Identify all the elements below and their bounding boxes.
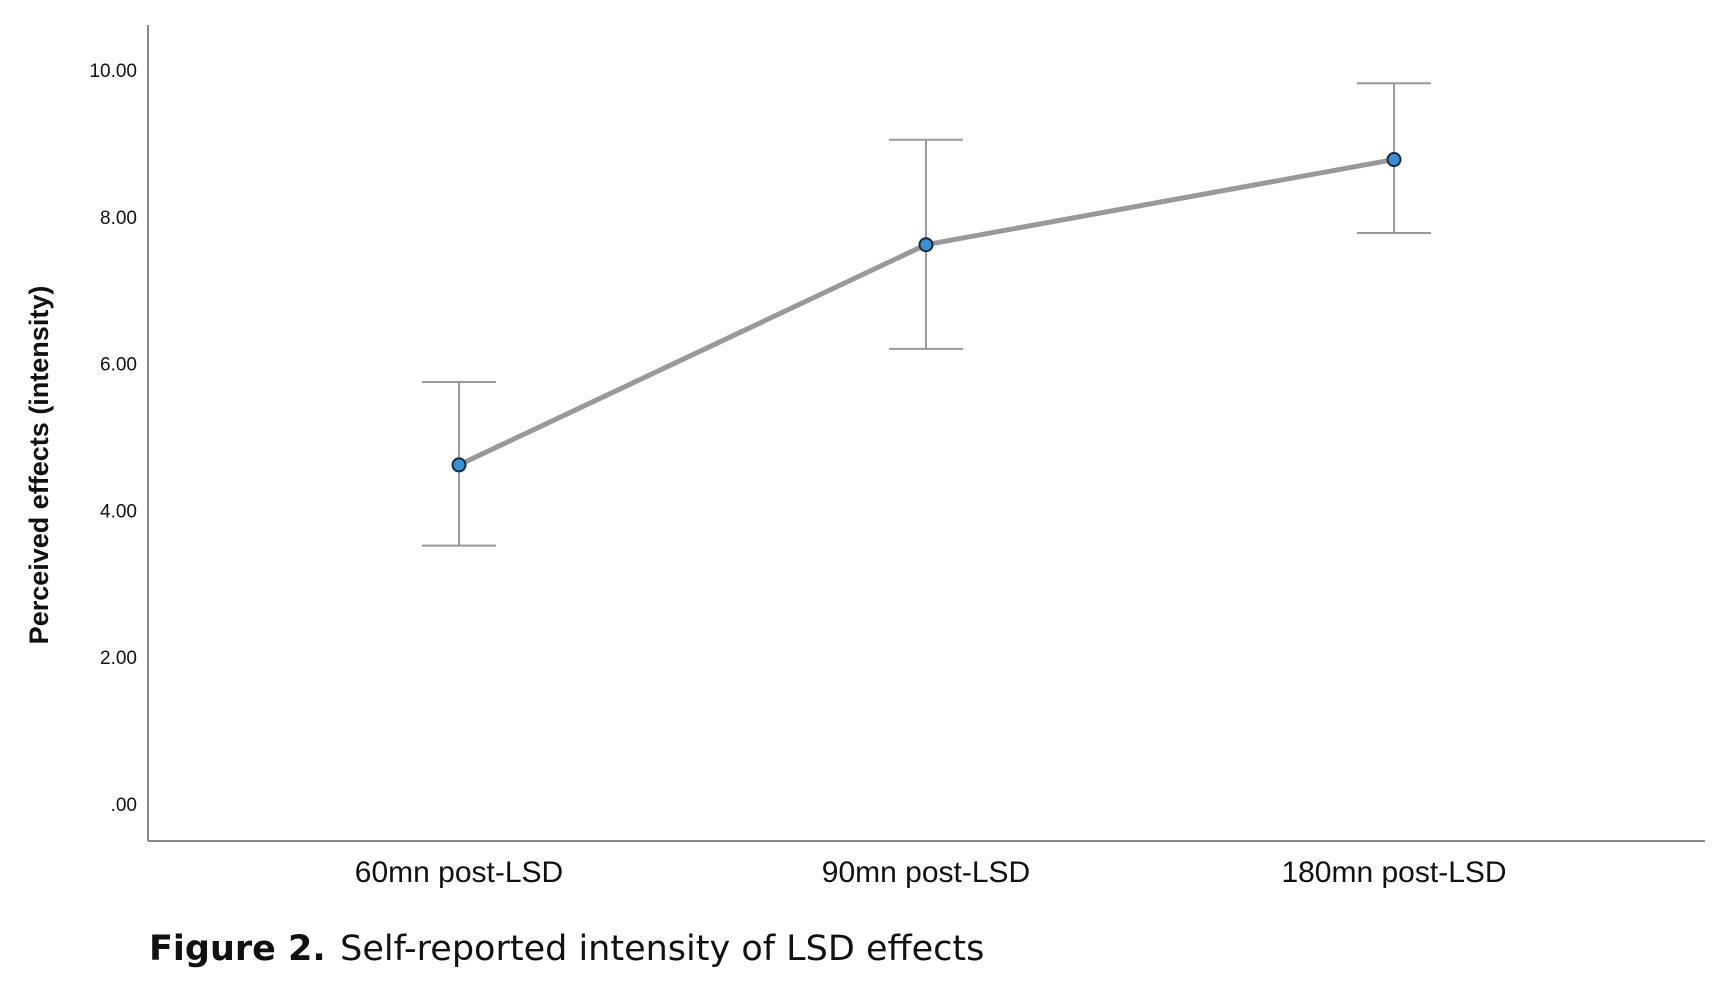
y-tick-label: 4.00 <box>100 501 137 522</box>
caption-text: Self-reported intensity of LSD effects <box>340 929 984 969</box>
chart-axes <box>147 25 1705 842</box>
error-bars <box>422 82 1431 547</box>
data-point <box>918 237 934 253</box>
y-tick-label: 8.00 <box>100 208 137 229</box>
data-point <box>1386 152 1402 168</box>
y-tick-label: .00 <box>111 795 137 816</box>
y-axis-label: Perceived effects (intensity) <box>24 286 54 645</box>
x-category-label: 180mn post-LSD <box>1281 856 1506 889</box>
y-tick-label: 6.00 <box>100 355 137 376</box>
data-points <box>451 152 1402 473</box>
figure-caption: Figure 2. Self-reported intensity of LSD… <box>149 929 984 969</box>
y-tick-label: 10.00 <box>89 61 137 82</box>
y-tick-labels: .00 2.00 4.00 6.00 8.00 10.00 <box>89 61 137 816</box>
x-category-label: 90mn post-LSD <box>822 856 1030 889</box>
caption-label: Figure 2. <box>149 929 326 969</box>
x-category-label: 60mn post-LSD <box>355 856 563 889</box>
data-point <box>451 457 467 473</box>
x-category-labels: 60mn post-LSD 90mn post-LSD 180mn post-LSD <box>355 856 1507 889</box>
y-tick-label: 2.00 <box>100 648 137 669</box>
